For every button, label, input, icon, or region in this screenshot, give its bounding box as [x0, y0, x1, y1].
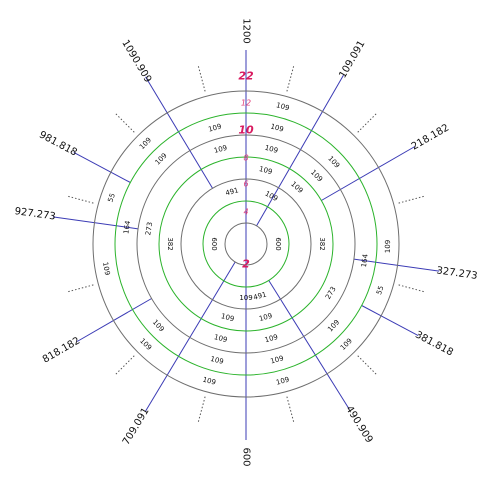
outer-angle-label: 490.909 [343, 404, 374, 445]
segment-label: 109 [213, 144, 228, 155]
ring-label: 6 [243, 180, 248, 189]
ring-level-5 [136, 134, 356, 354]
ring-level-4 [158, 156, 334, 332]
dotted-tick [357, 355, 378, 376]
segment-label: 109 [326, 318, 341, 333]
segment-label: 109 [210, 355, 225, 366]
segment-label: 109 [270, 122, 285, 133]
segment-label: 109 [326, 155, 341, 170]
segment-label: 109 [289, 180, 304, 195]
segment-label: 491 [252, 291, 267, 302]
spoke-line [73, 152, 131, 183]
ring-label: 4 [243, 208, 248, 217]
segment-label: 55 [375, 285, 385, 296]
outer-angle-label: 381.818 [413, 329, 455, 358]
segment-label: 109 [339, 337, 354, 352]
outer-angle-label: 927.273 [14, 206, 56, 223]
ring-level-6 [114, 112, 378, 376]
ring-label: 10 [238, 124, 254, 137]
outer-angle-label: 600 [241, 447, 252, 466]
spoke-line [145, 76, 213, 189]
segment-label: 109 [154, 152, 169, 167]
outer-angle-label: 709.091 [121, 406, 152, 447]
spoke-line [256, 74, 344, 227]
segment-label: 109 [270, 354, 285, 365]
spoke-line [76, 298, 152, 342]
segment-label: 109 [138, 337, 153, 352]
dotted-tick [357, 112, 378, 133]
segment-label: 109 [239, 294, 252, 302]
segment-label: 109 [258, 165, 273, 176]
segment-label: 109 [275, 376, 290, 387]
dotted-tick [286, 65, 295, 92]
segment-label: 164 [360, 253, 370, 268]
spoke-group [52, 50, 440, 440]
outer-angle-label: 1200 [241, 18, 252, 43]
segment-label: 109 [220, 312, 235, 323]
dotted-tick [114, 355, 135, 376]
segment-label: 109 [258, 312, 273, 323]
dotted-tick [67, 195, 94, 204]
segment-label: 109 [264, 144, 279, 155]
dotted-tick [197, 65, 206, 92]
segment-label: 109 [213, 333, 228, 344]
outer-angle-label: 818.182 [41, 335, 82, 365]
ring-label: 12 [241, 99, 251, 108]
spoke-line [145, 261, 236, 412]
outer-angle-label: 218.182 [410, 122, 451, 152]
outer-angle-label: 981.818 [37, 129, 79, 158]
spoke-line [268, 280, 350, 410]
dotted-tick [398, 284, 425, 293]
spoke-line [353, 258, 440, 272]
segment-label: 382 [318, 237, 326, 250]
spoke-line [52, 216, 139, 230]
segment-label: 109 [101, 261, 111, 276]
dotted-tick [67, 284, 94, 293]
dotted-tick [114, 112, 135, 133]
segment-label: 109 [138, 136, 153, 151]
ring-group [92, 90, 400, 398]
segment-label: 109 [264, 333, 279, 344]
ring-label: 22 [238, 70, 254, 83]
segment-label: 164 [122, 220, 132, 235]
outer-angle-label: 109.091 [337, 39, 367, 80]
ring-label-group: 2 4 6 8 10 12 22 [238, 70, 254, 271]
dotted-tick [286, 396, 295, 423]
segment-label: 109 [384, 240, 392, 254]
outer-angle-label: 1090.909 [119, 38, 153, 85]
ring-level-1 [224, 222, 268, 266]
dotted-tick [197, 396, 206, 423]
segment-label: 600 [274, 237, 282, 250]
segment-label: 109 [151, 318, 166, 333]
ring-level-2 [202, 200, 290, 288]
ring-label: 8 [243, 154, 248, 163]
dotted-tick-group [67, 65, 425, 423]
segment-label: 273 [144, 221, 154, 235]
outer-angle-label: 327.273 [436, 265, 478, 282]
segment-label: 109 [275, 101, 290, 112]
spoke-line [361, 305, 419, 336]
segment-label: 273 [324, 285, 338, 301]
segment-label: 600 [210, 237, 218, 250]
segment-label: 109 [309, 168, 324, 183]
dotted-tick [398, 195, 425, 204]
ring-level-3 [180, 178, 312, 310]
segment-label: 109 [202, 376, 217, 387]
segment-label: 382 [166, 237, 174, 250]
segment-label: 55 [107, 192, 117, 203]
ring-label: 2 [242, 258, 250, 271]
segment-label: 491 [225, 186, 240, 197]
segment-label: 109 [207, 122, 222, 133]
spoke-line [321, 146, 416, 201]
ring-level-7 [92, 90, 400, 398]
